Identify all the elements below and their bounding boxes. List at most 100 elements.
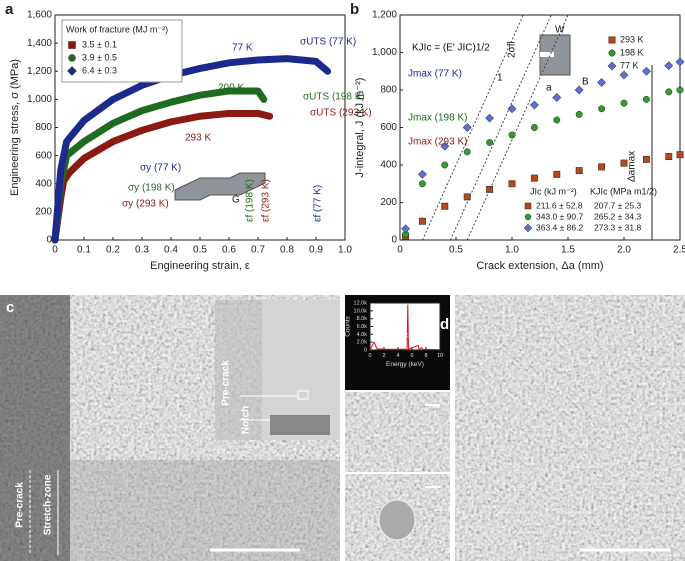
x-tick-label: 0.2: [106, 245, 120, 256]
marker: [575, 167, 583, 175]
x-tick-label: 6: [410, 353, 413, 359]
marker: [524, 202, 532, 210]
y-tick-label: 10.0k: [354, 308, 368, 314]
annotation: a: [546, 83, 552, 94]
marker: [530, 174, 538, 182]
marker: [508, 131, 516, 139]
marker: [523, 223, 533, 233]
marker: [641, 66, 651, 76]
marker: [575, 110, 583, 118]
y-tick-label: 200: [380, 197, 397, 208]
marker: [417, 169, 427, 179]
x-tick-label: 8: [424, 353, 427, 359]
y-tick-label: 800: [380, 85, 397, 96]
y-tick-label: 1,200: [27, 66, 52, 77]
photo-panels: [0, 295, 685, 561]
x-tick-label: 1.0: [338, 245, 352, 256]
x-tick-label: 0.4: [164, 245, 178, 256]
marker: [67, 66, 77, 76]
marker: [441, 161, 449, 169]
y-tick-label: 0: [391, 235, 397, 246]
panel-label: b: [350, 1, 359, 18]
annotation: Co Kα: [390, 325, 406, 331]
annotation: Jmax (293 K): [408, 137, 467, 148]
schematics: [174, 34, 571, 201]
y-tick-label: 0: [46, 235, 52, 246]
legend-label: 198 K: [620, 47, 644, 57]
annotation: Jmax (198 K): [408, 113, 467, 124]
marker: [642, 95, 650, 103]
annotation: 77 K: [232, 43, 253, 54]
y-axis-label: Counts: [345, 315, 352, 336]
marker: [608, 49, 616, 57]
marker: [664, 61, 674, 71]
marker: [574, 85, 584, 95]
table-cell: 207.7 ± 25.3: [594, 200, 641, 210]
marker: [665, 153, 673, 161]
marker: [598, 163, 606, 171]
blunting-line: [421, 14, 524, 241]
table-cell: 363.4 ± 86.2: [536, 222, 583, 232]
table-header: JIc (kJ m⁻²): [530, 186, 577, 196]
table-cell: 343.0 ± 90.7: [536, 211, 583, 221]
marker: [463, 148, 471, 156]
table-cell: 265.2 ± 34.3: [594, 211, 641, 221]
y-axis-label: Engineering stress, σ (MPa): [9, 59, 21, 196]
y-tick-label: 400: [35, 178, 52, 189]
y-tick-label: 1,400: [27, 38, 52, 49]
notch: [270, 415, 330, 435]
panel-label: a: [5, 1, 14, 18]
marker: [418, 180, 426, 188]
annotation: σy (77 K): [140, 163, 181, 174]
x-tick-label: 10: [437, 353, 443, 359]
y-tick-label: 600: [35, 150, 52, 161]
annotation: σUTS (198 K): [303, 92, 365, 103]
annotation: Cr Kα: [415, 307, 430, 313]
marker: [675, 57, 685, 67]
marker: [553, 170, 561, 178]
legend-label: 77 K: [620, 60, 639, 70]
y-tick-label: 400: [380, 160, 397, 171]
annotation: KJIc = (E′ JIC)1/2: [412, 43, 490, 54]
annotation: σUTS (77 K): [300, 37, 356, 48]
marker: [441, 202, 449, 210]
x-tick-label: 0.7: [251, 245, 265, 256]
blunting-line: [466, 14, 569, 241]
x-axis-label: Energy (keV): [386, 361, 424, 368]
panel-label: d: [440, 316, 449, 333]
line: [369, 304, 441, 351]
tensile-specimen: [174, 172, 266, 201]
marker: [463, 193, 471, 201]
annotation: σy (198 K): [128, 183, 175, 194]
marker: [529, 100, 539, 110]
annotation: εf (198 K): [245, 179, 256, 222]
x-tick-label: 0.9: [309, 245, 323, 256]
marker: [486, 185, 494, 193]
annotation: Jmax (77 K): [408, 69, 462, 80]
y-tick-label: 1,600: [27, 10, 52, 21]
annotation: Ni Kα: [398, 333, 412, 339]
y-tick-label: 1,000: [372, 47, 397, 58]
image-label: Stretch-zone: [43, 474, 54, 535]
legend-label: 6.4 ± 0.3: [82, 65, 117, 75]
marker: [524, 213, 532, 221]
x-tick-label: 0.1: [77, 245, 91, 256]
x-tick-label: 1.0: [505, 245, 519, 256]
x-tick-label: 0.3: [135, 245, 149, 256]
legend-label: 293 K: [620, 34, 644, 44]
marker: [68, 54, 76, 62]
ct-notch: [540, 52, 554, 57]
annotation: Δamax: [627, 151, 638, 182]
panel-label: c: [6, 299, 14, 316]
marker: [676, 151, 684, 159]
x-axis-label: Crack extension, Δa (mm): [476, 260, 603, 272]
marker: [608, 36, 616, 44]
x-tick-label: 0: [397, 245, 403, 256]
x-tick-label: 1.5: [561, 245, 575, 256]
y-tick-label: 2.0k: [357, 340, 368, 346]
annotation: σy (293 K): [122, 199, 169, 210]
marker: [607, 61, 617, 71]
annotation: 1: [497, 73, 503, 84]
marker: [665, 88, 673, 96]
